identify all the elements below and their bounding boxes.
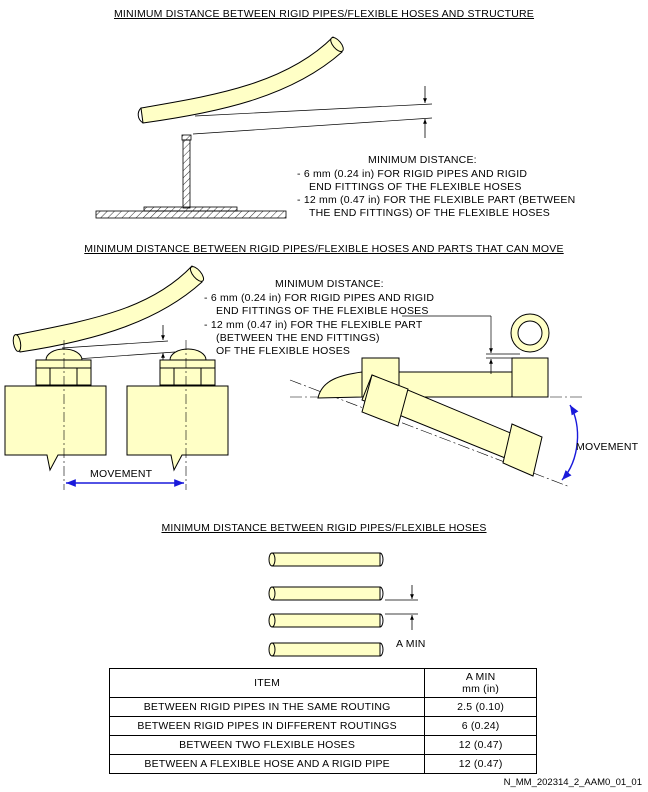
pipe-bar <box>268 613 384 628</box>
structure-base-plate <box>143 206 238 212</box>
a-min-label: A MIN <box>396 638 426 650</box>
section1-label-heading: MINIMUM DISTANCE: <box>368 154 477 166</box>
section2-line: (BETWEEN THE END FITTINGS) <box>216 332 380 344</box>
table-row: BETWEEN RIGID PIPES IN THE SAME ROUTING … <box>108 697 537 717</box>
distance-table: ITEM A MIN mm (in) BETWEEN RIGID PIPES I… <box>108 668 537 774</box>
movement-label-right: MOVEMENT <box>576 441 639 453</box>
section2-line: OF THE FLEXIBLE HOSES <box>216 345 351 357</box>
structure-flange <box>181 134 192 141</box>
header-amin: A MIN mm (in) <box>424 668 537 698</box>
row-item: BETWEEN TWO FLEXIBLE HOSES <box>108 735 426 755</box>
pipe-bar <box>268 642 384 657</box>
structure-figure <box>95 36 433 219</box>
pipe-bar <box>268 586 384 601</box>
table-row: BETWEEN RIGID PIPES IN DIFFERENT ROUTING… <box>108 716 537 736</box>
moving-parts-figure <box>4 265 585 490</box>
row-item: BETWEEN A FLEXIBLE HOSE AND A RIGID PIPE <box>108 754 426 774</box>
section1-title: MINIMUM DISTANCE BETWEEN RIGID PIPES/FLE… <box>113 8 535 20</box>
row-value: 12 (0.47) <box>424 735 537 755</box>
header-amin-label: A MIN <box>465 671 496 683</box>
header-item: ITEM <box>108 668 426 698</box>
table-row: BETWEEN A FLEXIBLE HOSE AND A RIGID PIPE… <box>108 754 537 774</box>
header-amin-units: mm (in) <box>462 683 500 695</box>
section3-title: MINIMUM DISTANCE BETWEEN RIGID PIPES/FLE… <box>161 522 487 534</box>
section1-line: THE END FITTINGS) OF THE FLEXIBLE HOSES <box>309 207 550 219</box>
row-value: 2.5 (0.10) <box>424 697 537 717</box>
section2-label-heading: MINIMUM DISTANCE: <box>275 278 384 290</box>
row-value: 6 (0.24) <box>424 716 537 736</box>
table-header-row: ITEM A MIN mm (in) <box>108 668 537 698</box>
figure-reference: N_MM_202314_2_AAM0_01_01 <box>503 777 642 788</box>
section1-line: - 12 mm (0.47 in) FOR THE FLEXIBLE PART … <box>297 194 576 206</box>
pipe-stack-figure <box>268 552 418 657</box>
table-row: BETWEEN TWO FLEXIBLE HOSES 12 (0.47) <box>108 735 537 755</box>
section1-line: - 6 mm (0.24 in) FOR RIGID PIPES AND RIG… <box>297 168 528 180</box>
curved-pipe <box>140 36 343 124</box>
row-item: BETWEEN RIGID PIPES IN DIFFERENT ROUTING… <box>108 716 426 736</box>
section2-line: END FITTINGS OF THE FLEXIBLE HOSES <box>216 305 429 317</box>
section1-line: END FITTINGS OF THE FLEXIBLE HOSES <box>309 181 522 193</box>
pipe-end <box>330 36 344 53</box>
movement-label-left: MOVEMENT <box>90 468 153 480</box>
structure-base <box>95 210 287 219</box>
curved-pipe-2 <box>14 265 203 353</box>
row-item: BETWEEN RIGID PIPES IN THE SAME ROUTING <box>108 697 426 717</box>
row-value: 12 (0.47) <box>424 754 537 774</box>
section2-line: - 6 mm (0.24 in) FOR RIGID PIPES AND RIG… <box>204 292 435 304</box>
section2-line: - 12 mm (0.47 in) FOR THE FLEXIBLE PART <box>204 319 423 331</box>
section2-title: MINIMUM DISTANCE BETWEEN RIGID PIPES/FLE… <box>84 243 564 255</box>
pipe-bar <box>268 552 384 567</box>
structure-web <box>182 139 191 209</box>
